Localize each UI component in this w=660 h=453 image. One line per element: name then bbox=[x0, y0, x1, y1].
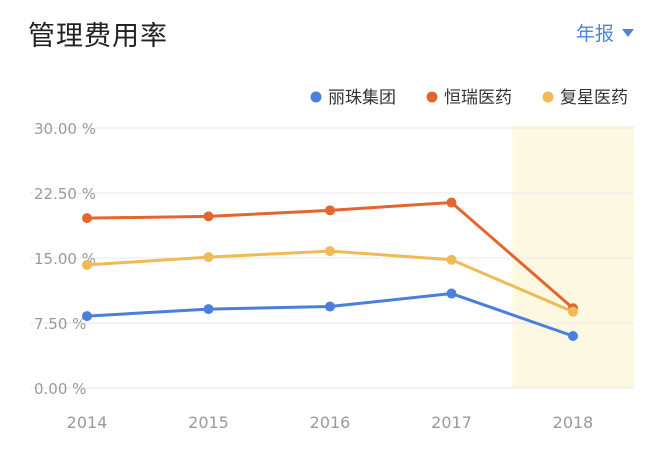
x-tick-label: 2018 bbox=[553, 413, 594, 432]
data-point bbox=[82, 213, 92, 224]
data-point bbox=[82, 259, 92, 270]
legend-label: 丽珠集团 bbox=[328, 88, 396, 108]
y-tick-label: 7.50 % bbox=[34, 315, 86, 333]
legend-marker bbox=[310, 91, 322, 103]
data-point bbox=[446, 254, 457, 265]
data-point bbox=[325, 246, 335, 257]
period-label: 年报 bbox=[575, 23, 614, 45]
data-point bbox=[446, 288, 457, 299]
data-point bbox=[568, 306, 578, 317]
caret-down-icon bbox=[622, 28, 634, 37]
data-point bbox=[203, 211, 214, 222]
data-point bbox=[203, 304, 214, 315]
period-dropdown[interactable]: 年报 bbox=[576, 19, 634, 46]
y-tick-label: 0.00 % bbox=[34, 380, 86, 398]
legend-marker bbox=[426, 91, 438, 103]
x-tick-label: 2014 bbox=[67, 413, 108, 432]
chart-title: 管理费用率 bbox=[28, 21, 168, 52]
highlight-band bbox=[512, 126, 634, 388]
data-point bbox=[325, 301, 335, 312]
series-line bbox=[85, 292, 575, 338]
data-point bbox=[82, 311, 92, 322]
y-tick-label: 15.00 % bbox=[34, 250, 96, 268]
x-tick-label: 2017 bbox=[431, 413, 472, 432]
data-point bbox=[203, 252, 214, 263]
legend-marker bbox=[542, 91, 554, 103]
legend-label: 恒瑞医药 bbox=[444, 88, 512, 108]
legend-label: 复星医药 bbox=[560, 88, 628, 108]
y-tick-label: 22.50 % bbox=[34, 185, 96, 203]
data-point bbox=[568, 331, 578, 341]
data-point bbox=[325, 205, 335, 216]
x-tick-label: 2016 bbox=[310, 413, 351, 432]
x-tick-label: 2015 bbox=[188, 413, 229, 432]
y-tick-label: 30.00 % bbox=[34, 120, 96, 138]
data-point bbox=[446, 197, 457, 208]
